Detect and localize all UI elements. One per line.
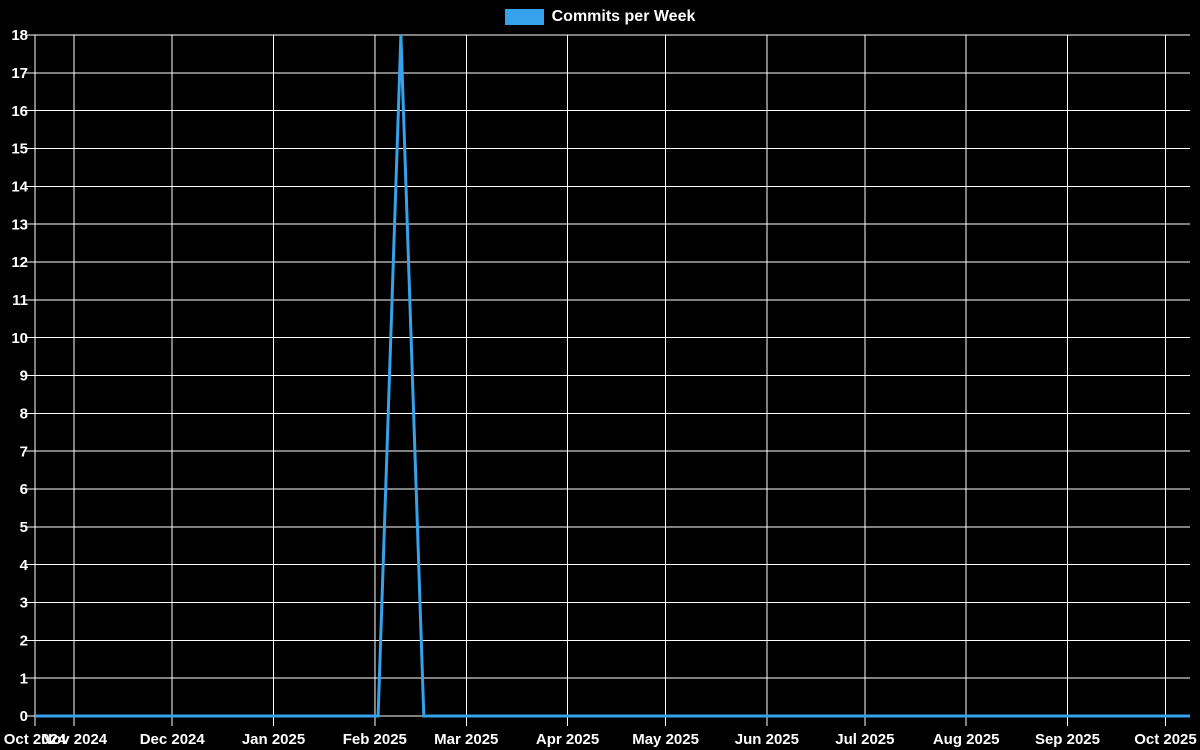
gridlines: [25, 34, 1190, 726]
y-tick-label: 8: [20, 406, 28, 423]
x-tick-label: Jun 2025: [735, 731, 799, 748]
chart-legend: Commits per Week: [0, 0, 1200, 33]
x-tick-label: Nov 2024: [41, 731, 108, 748]
legend-label: Commits per Week: [551, 7, 696, 25]
y-tick-label: 4: [20, 557, 29, 574]
x-tick-label: Feb 2025: [343, 731, 407, 748]
y-tick-label: 9: [20, 368, 28, 385]
y-tick-label: 0: [20, 708, 28, 725]
y-tick-label: 11: [12, 292, 28, 309]
x-tick-label: Jul 2025: [835, 731, 894, 748]
y-tick-label: 2: [20, 633, 28, 650]
legend-color-swatch: [504, 8, 544, 25]
y-tick-label: 16: [11, 103, 28, 120]
y-tick-label: 3: [20, 595, 28, 612]
x-tick-label: Oct 2025: [1134, 731, 1197, 748]
x-tick-label: May 2025: [632, 731, 699, 748]
data-series: [35, 34, 1190, 718]
y-tick-label: 13: [11, 216, 28, 233]
y-tick-label: 10: [11, 330, 28, 347]
y-tick-label: 15: [11, 141, 28, 158]
y-tick-label: 18: [11, 27, 28, 44]
y-tick-label: 14: [11, 179, 28, 196]
x-tick-label: Mar 2025: [434, 731, 498, 748]
y-tick-label: 12: [11, 254, 28, 271]
x-tick-label: Dec 2024: [140, 731, 206, 748]
x-tick-label: Jan 2025: [242, 731, 305, 748]
y-tick-label: 5: [20, 519, 28, 536]
x-tick-label: Apr 2025: [536, 731, 599, 748]
y-tick-label: 1: [20, 670, 28, 687]
y-tick-label: 17: [11, 65, 28, 82]
y-tick-label: 6: [20, 481, 28, 498]
x-tick-label: Aug 2025: [933, 731, 1000, 748]
x-tick-label: Sep 2025: [1035, 731, 1100, 748]
legend-item-commits-per-week[interactable]: Commits per Week: [504, 7, 696, 25]
commits-per-week-line: [35, 34, 1190, 718]
x-tick-label: Oct 2024: [4, 731, 67, 748]
y-tick-label: 7: [20, 443, 28, 460]
